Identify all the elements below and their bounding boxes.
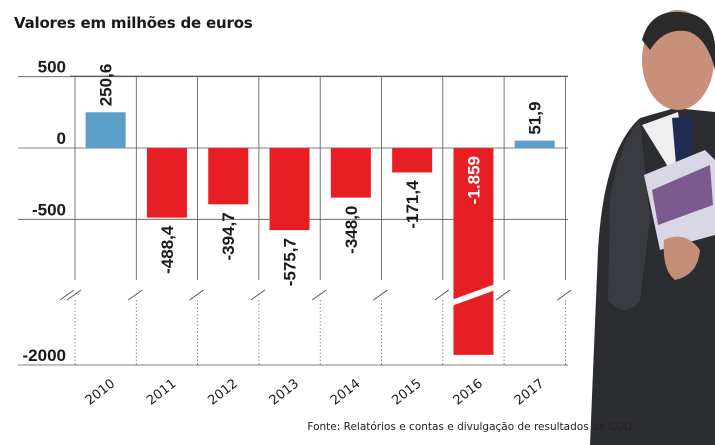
y-tick-label: -2000 bbox=[23, 346, 66, 365]
x-tick-label: 2010 bbox=[83, 376, 118, 408]
bar-2013 bbox=[269, 148, 310, 231]
value-label-2017: 51,9 bbox=[526, 102, 545, 135]
axis-break-mark bbox=[66, 289, 82, 301]
x-tick-label: 2017 bbox=[512, 376, 547, 408]
y-tick-label: 500 bbox=[38, 58, 66, 77]
bar-2015 bbox=[392, 148, 433, 173]
bar-chart: 500 0 -500 -2000 250,6 -488,4 -394,7 -575,7 -34… bbox=[18, 58, 572, 409]
axis-break-mark bbox=[373, 289, 388, 301]
value-label-2010: 250,6 bbox=[97, 64, 116, 107]
x-tick-label: 2011 bbox=[144, 376, 179, 408]
x-tick-label: 2013 bbox=[267, 376, 302, 408]
y-tick-label: -500 bbox=[32, 200, 66, 219]
value-label-2014: -348,0 bbox=[342, 206, 361, 254]
axis-break-mark bbox=[434, 289, 450, 301]
x-tick-label: 2015 bbox=[389, 376, 424, 408]
bar-2012 bbox=[208, 148, 249, 205]
axis-break-mark bbox=[189, 289, 204, 301]
bar-2014 bbox=[330, 148, 371, 198]
axis-break-mark bbox=[250, 289, 266, 301]
axis-break-mark bbox=[128, 289, 143, 301]
value-label-2016: -1.859 bbox=[464, 156, 483, 204]
value-label-2013: -575,7 bbox=[281, 238, 300, 286]
axis-break-mark bbox=[495, 289, 511, 301]
value-label-2011: -488,4 bbox=[158, 225, 177, 274]
axis-break-mark bbox=[557, 289, 572, 301]
bar-2011 bbox=[146, 148, 187, 218]
x-tick-label: 2012 bbox=[205, 376, 240, 408]
value-label-2012: -394,7 bbox=[219, 212, 238, 260]
bar-break-gap bbox=[451, 284, 496, 306]
x-tick-label: 2014 bbox=[328, 376, 363, 408]
y-tick-label: 0 bbox=[57, 129, 66, 148]
value-label-2015: -171,4 bbox=[403, 180, 422, 229]
x-tick-label: 2016 bbox=[451, 376, 486, 408]
bar-2010 bbox=[85, 112, 126, 148]
chart-source: Fonte: Relatórios e contas e divulgação … bbox=[307, 421, 632, 433]
chart-subtitle: Valores em milhões de euros bbox=[14, 14, 253, 32]
person-photo bbox=[590, 10, 715, 445]
bar-2017 bbox=[514, 140, 555, 148]
axis-break-mark bbox=[311, 289, 327, 301]
axis-break-mark bbox=[59, 289, 75, 301]
bar-2016 bbox=[453, 148, 494, 355]
